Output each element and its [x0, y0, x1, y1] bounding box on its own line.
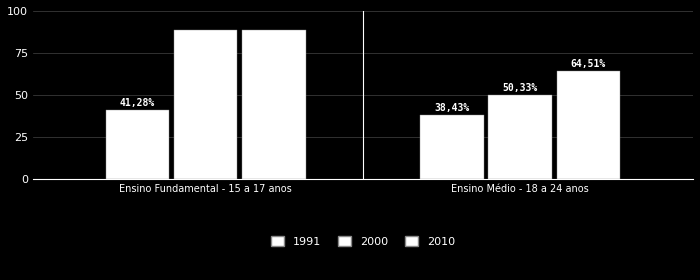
Bar [174, 30, 237, 179]
Text: 64,51%: 64,51% [570, 59, 606, 69]
Bar [556, 71, 620, 179]
Bar [106, 110, 169, 179]
Bar [489, 95, 552, 179]
Text: 41,28%: 41,28% [120, 98, 155, 108]
Bar [420, 115, 484, 179]
Bar [242, 30, 305, 179]
Legend: 1991, 2000, 2010: 1991, 2000, 2010 [266, 232, 460, 251]
Text: 88,61%: 88,61% [188, 34, 223, 44]
Text: 50,33%: 50,33% [503, 83, 538, 93]
Text: 38,43%: 38,43% [435, 103, 470, 113]
Text: 88,66%: 88,66% [256, 34, 291, 44]
